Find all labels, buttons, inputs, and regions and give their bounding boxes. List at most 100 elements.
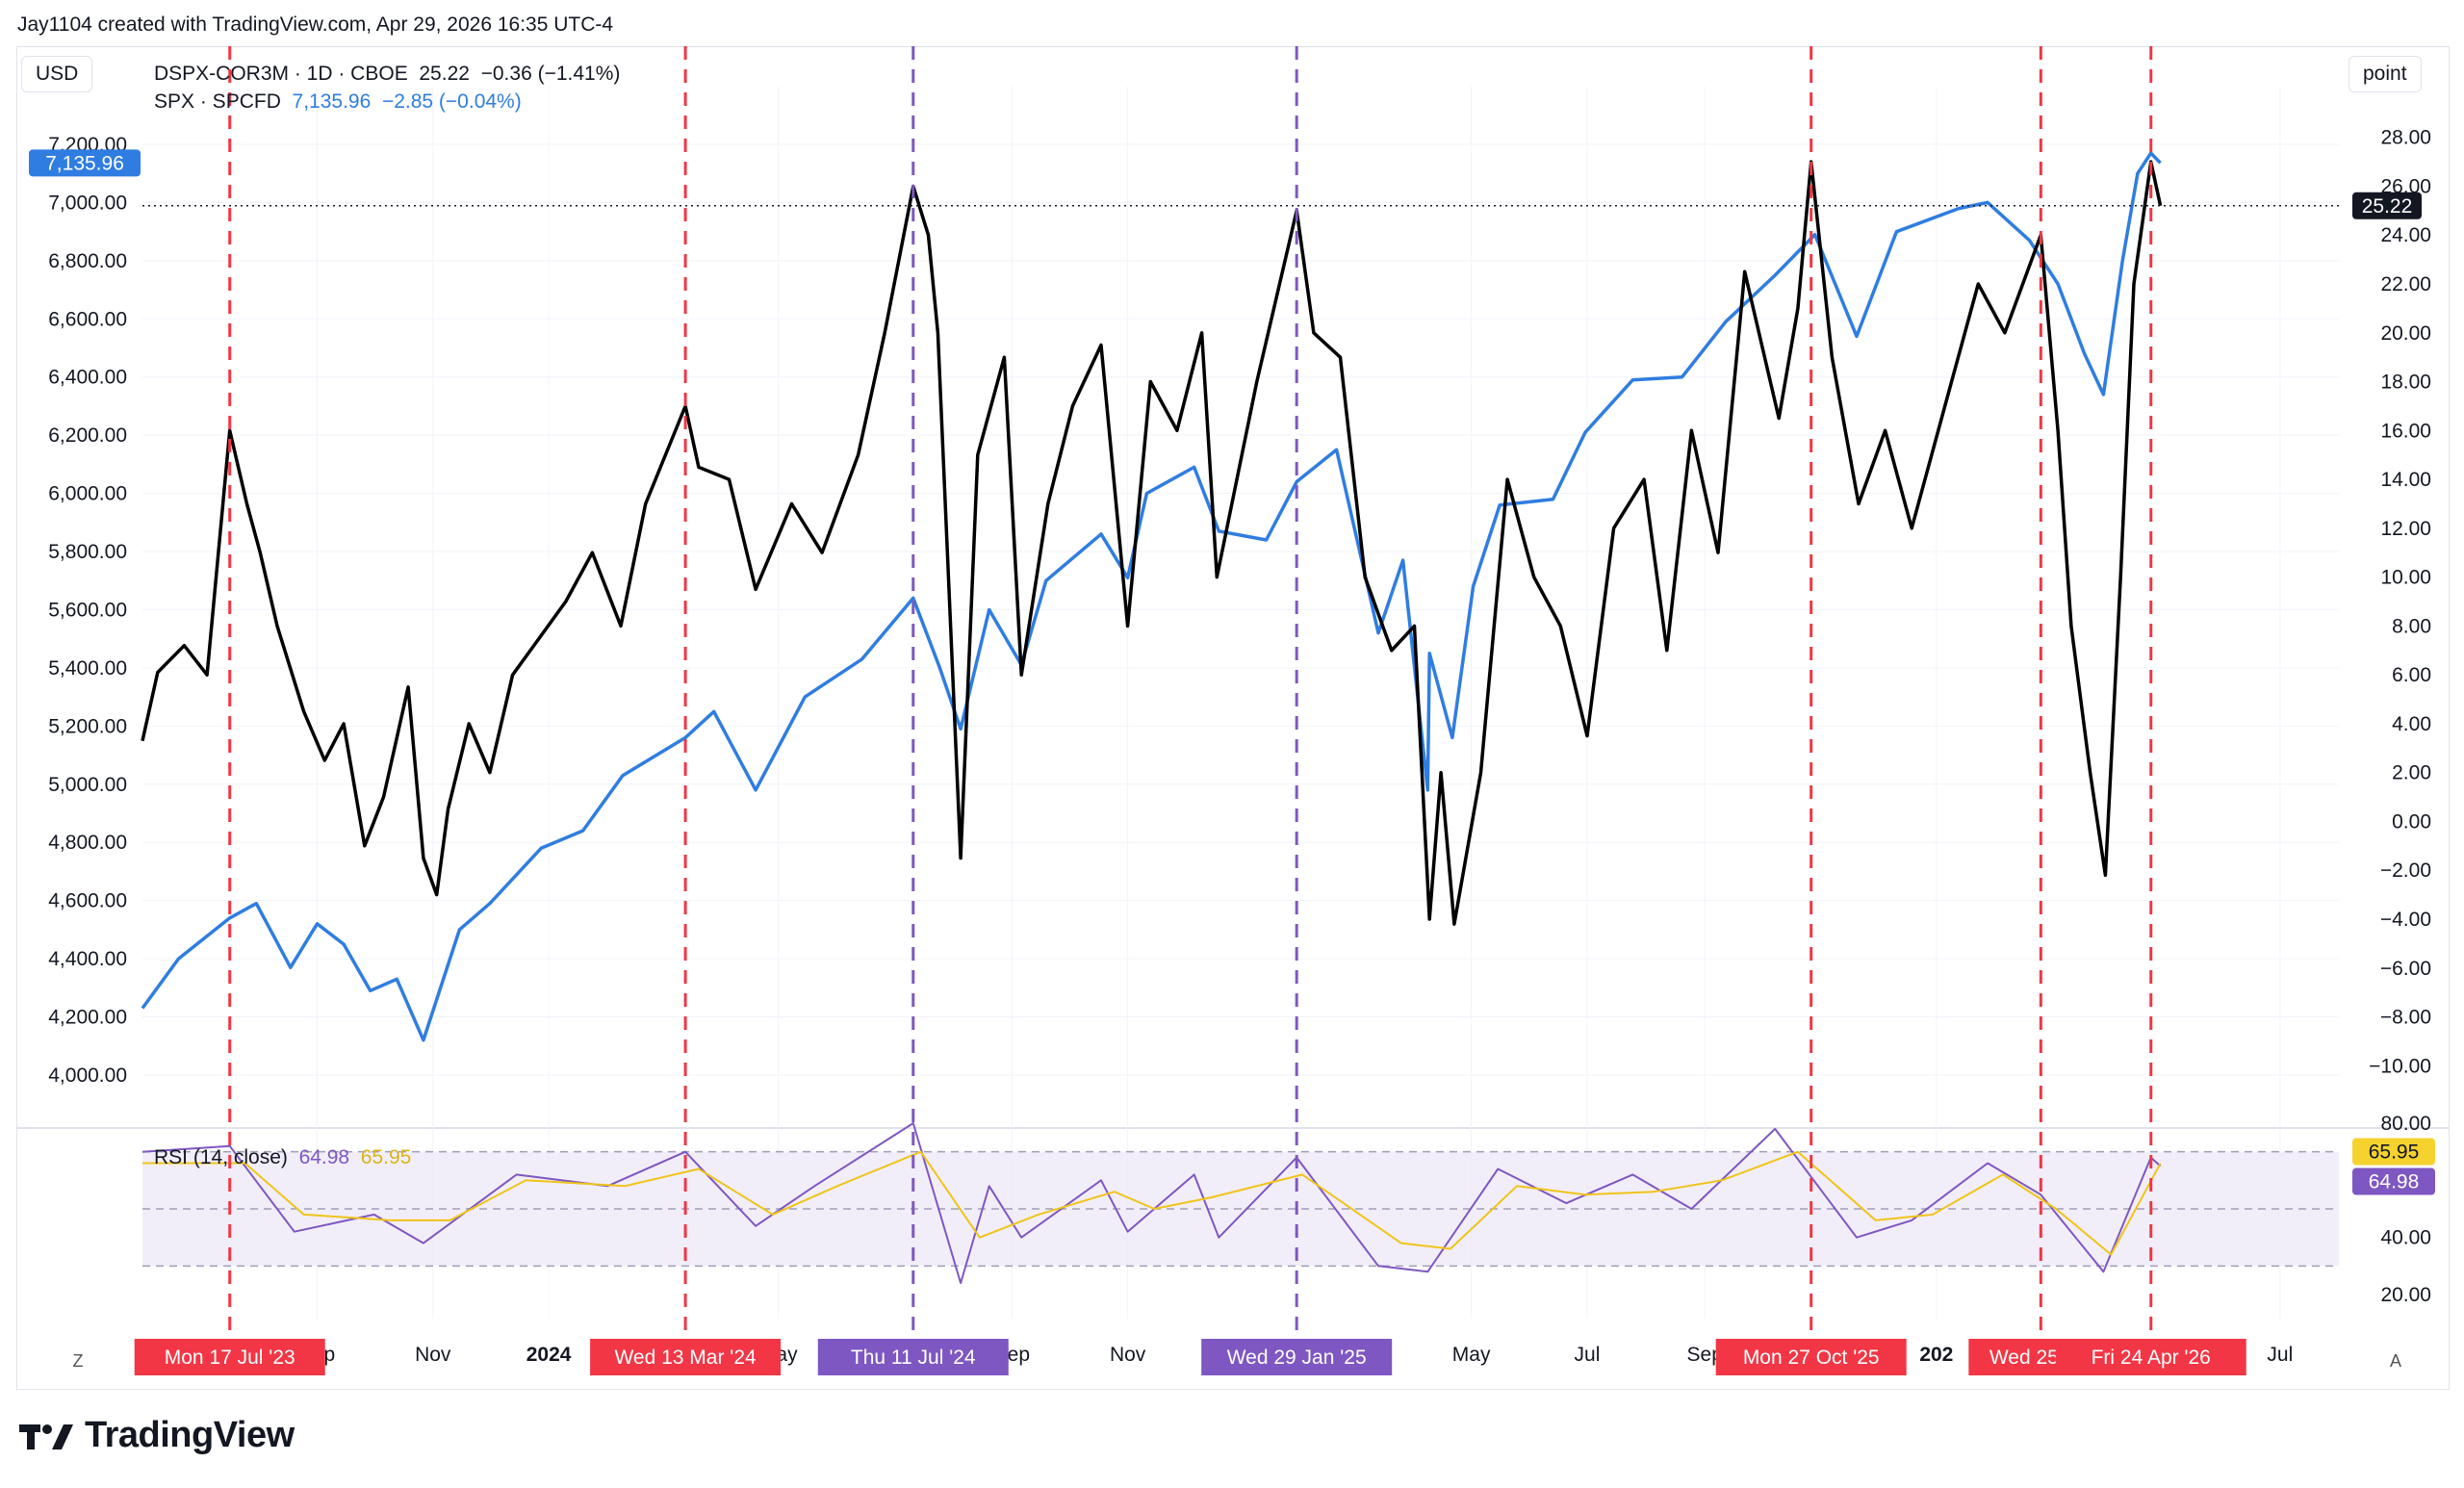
event-markers: [228, 46, 2153, 1338]
rsi-legend-label: RSI (14, close): [154, 1146, 288, 1168]
right-tick-label: 24.00: [2380, 224, 2431, 246]
tradingview-logo: TradingView: [19, 1415, 295, 1456]
rsi-ma-tag-bg: [2352, 1138, 2435, 1166]
left-tick-label: 7,000.00: [48, 192, 127, 214]
right-tick-label: −6.00: [2380, 958, 2431, 980]
legend-dspx-change: −0.36 (−1.41%): [480, 63, 621, 85]
left-tick-label: 4,000.00: [48, 1065, 127, 1087]
left-tick-label: 5,800.00: [48, 541, 127, 563]
right-tick-label: 2.00: [2392, 762, 2431, 784]
spx-price-tag-text: 7,135.96: [45, 152, 124, 174]
main-legend: DSPX-COR3M · 1D · CBOE 25.22 −0.36 (−1.4…: [154, 60, 620, 115]
rsi-value-tag-text: 64.98: [2369, 1171, 2420, 1193]
dspx-price-tag: 25.22: [2352, 192, 2422, 219]
chart-attribution: Jay1104 created with TradingView.com, Ap…: [17, 13, 614, 36]
legend-dspx-symbol: DSPX-COR3M · 1D · CBOE: [154, 63, 408, 85]
left-tick-label: 5,600.00: [48, 599, 127, 621]
right-price-axis: 28.00 26.00 24.00 22.00 20.00 18.00 16.00 14.00…: [2369, 127, 2431, 1078]
rsi-legend-value: 64.98: [298, 1146, 350, 1168]
right-tick-label: −4.00: [2380, 909, 2431, 931]
left-tick-label: 6,000.00: [48, 483, 127, 505]
grid-lines: [16, 87, 2450, 1319]
price-tags: 7,135.96 25.22 65.95 64.98: [29, 149, 2435, 1195]
time-axis: SepNov2024MaySepNovMayJulSep202JulMon 17…: [134, 1339, 2293, 1375]
chart-frame[interactable]: [16, 46, 2450, 1390]
left-tick-label: 5,400.00: [48, 657, 127, 680]
left-tick-label: 5,000.00: [48, 774, 127, 796]
right-tick-label: 14.00: [2380, 469, 2431, 491]
right-tick-label: −2.00: [2380, 859, 2431, 882]
time-tick-label: Nov: [1110, 1344, 1146, 1366]
tradingview-brand: TradingView: [85, 1415, 295, 1455]
left-tick-label: 6,600.00: [48, 308, 127, 330]
right-tick-label: 8.00: [2392, 615, 2431, 637]
marker-label-text: Fri 24 Apr '26: [2092, 1347, 2211, 1369]
zoom-reset-button[interactable]: Z: [72, 1350, 84, 1371]
rsi-value-tag-bg: [2352, 1167, 2435, 1195]
time-tick-label: 2024: [526, 1344, 572, 1366]
marker-label: Wed 13 Mar '24: [590, 1339, 782, 1375]
marker-label-bg: [1201, 1339, 1393, 1375]
right-tick-label: 22.00: [2380, 273, 2431, 295]
left-tick-label: 6,800.00: [48, 250, 127, 272]
time-tick-label: 202: [1919, 1344, 1953, 1366]
legend-spx[interactable]: SPX · SPCFD 7,135.96 −2.85 (−0.04%): [154, 88, 620, 115]
right-tick-label: 28.00: [2380, 127, 2431, 149]
legend-spx-symbol: SPX · SPCFD: [154, 90, 281, 113]
marker-label-text: Mon 27 Oct '25: [1743, 1347, 1880, 1369]
marker-label-bg: [1715, 1339, 1907, 1375]
marker-label-bg: [134, 1339, 325, 1375]
left-tick-label: 5,200.00: [48, 715, 127, 737]
right-tick-label: 4.00: [2392, 713, 2431, 735]
time-tick-label: Jul: [2267, 1344, 2293, 1366]
right-tick-label: 0.00: [2392, 810, 2431, 833]
scale-unit-button[interactable]: point: [2348, 56, 2422, 92]
time-tick-label: Nov: [415, 1344, 451, 1366]
dspx-price-tag-bg: [2352, 192, 2422, 219]
marker-label: Wed 29 Jan '25: [1201, 1339, 1393, 1375]
left-tick-label: 4,200.00: [48, 1007, 127, 1029]
right-tick-label: 10.00: [2380, 567, 2431, 589]
rsi-tick-label: 40.00: [2380, 1227, 2431, 1249]
auto-scale-button[interactable]: A: [2389, 1350, 2401, 1371]
marker-label-bg: [817, 1339, 1009, 1375]
left-tick-label: 4,600.00: [48, 890, 127, 912]
marker-label-text: Mon 17 Jul '23: [165, 1347, 295, 1369]
right-tick-label: −10.00: [2369, 1055, 2431, 1077]
right-tick-label: 18.00: [2380, 372, 2431, 394]
marker-label-bg: [2055, 1339, 2246, 1375]
tradingview-logo-icon: [19, 1424, 73, 1450]
rsi-bands: [142, 1150, 2339, 1268]
marker-label-bg: [590, 1339, 782, 1375]
rsi-legend-ma: 65.95: [360, 1146, 412, 1168]
right-tick-label: −8.00: [2380, 1007, 2431, 1029]
rsi-ma-tag-text: 65.95: [2369, 1142, 2420, 1164]
time-tick-label: Sep: [1687, 1344, 1723, 1366]
spx-price-tag-bg: [29, 149, 141, 177]
series-lines: [141, 151, 2339, 1285]
rsi-value-tag: 64.98: [2352, 1167, 2435, 1195]
rsi-legend[interactable]: RSI (14, close) 64.98 65.95: [154, 1143, 411, 1171]
series-line-spx: [141, 151, 2162, 1042]
marker-label-text: Thu 11 Jul '24: [851, 1347, 976, 1369]
legend-dspx[interactable]: DSPX-COR3M · 1D · CBOE 25.22 −0.36 (−1.4…: [154, 60, 620, 88]
spx-price-tag: 7,135.96: [29, 149, 141, 177]
dspx-price-tag-text: 25.22: [2362, 195, 2413, 218]
right-tick-label: 12.00: [2380, 518, 2431, 540]
right-tick-label: 26.00: [2380, 175, 2431, 197]
right-tick-label: 6.00: [2392, 664, 2431, 686]
rsi-tick-label: 20.00: [2380, 1284, 2431, 1306]
marker-label-text: Wed 13 Mar '24: [614, 1347, 757, 1369]
left-tick-label: 6,400.00: [48, 367, 127, 389]
left-tick-label: 6,200.00: [48, 424, 127, 447]
series-line-dspx-cor3m: [141, 160, 2163, 926]
time-tick-label: May: [1452, 1344, 1491, 1366]
marker-label-text: Wed 29 Jan '25: [1227, 1347, 1367, 1369]
marker-label: Mon 27 Oct '25: [1715, 1339, 1907, 1375]
currency-button[interactable]: USD: [21, 56, 93, 92]
marker-label: Mon 17 Jul '23: [134, 1339, 325, 1375]
rsi-tick-label: 80.00: [2380, 1113, 2431, 1135]
left-price-axis: 4,000.00 4,200.00 4,400.00 4,600.00 4,800.00…: [48, 134, 127, 1087]
legend-spx-change: −2.85 (−0.04%): [381, 90, 522, 113]
